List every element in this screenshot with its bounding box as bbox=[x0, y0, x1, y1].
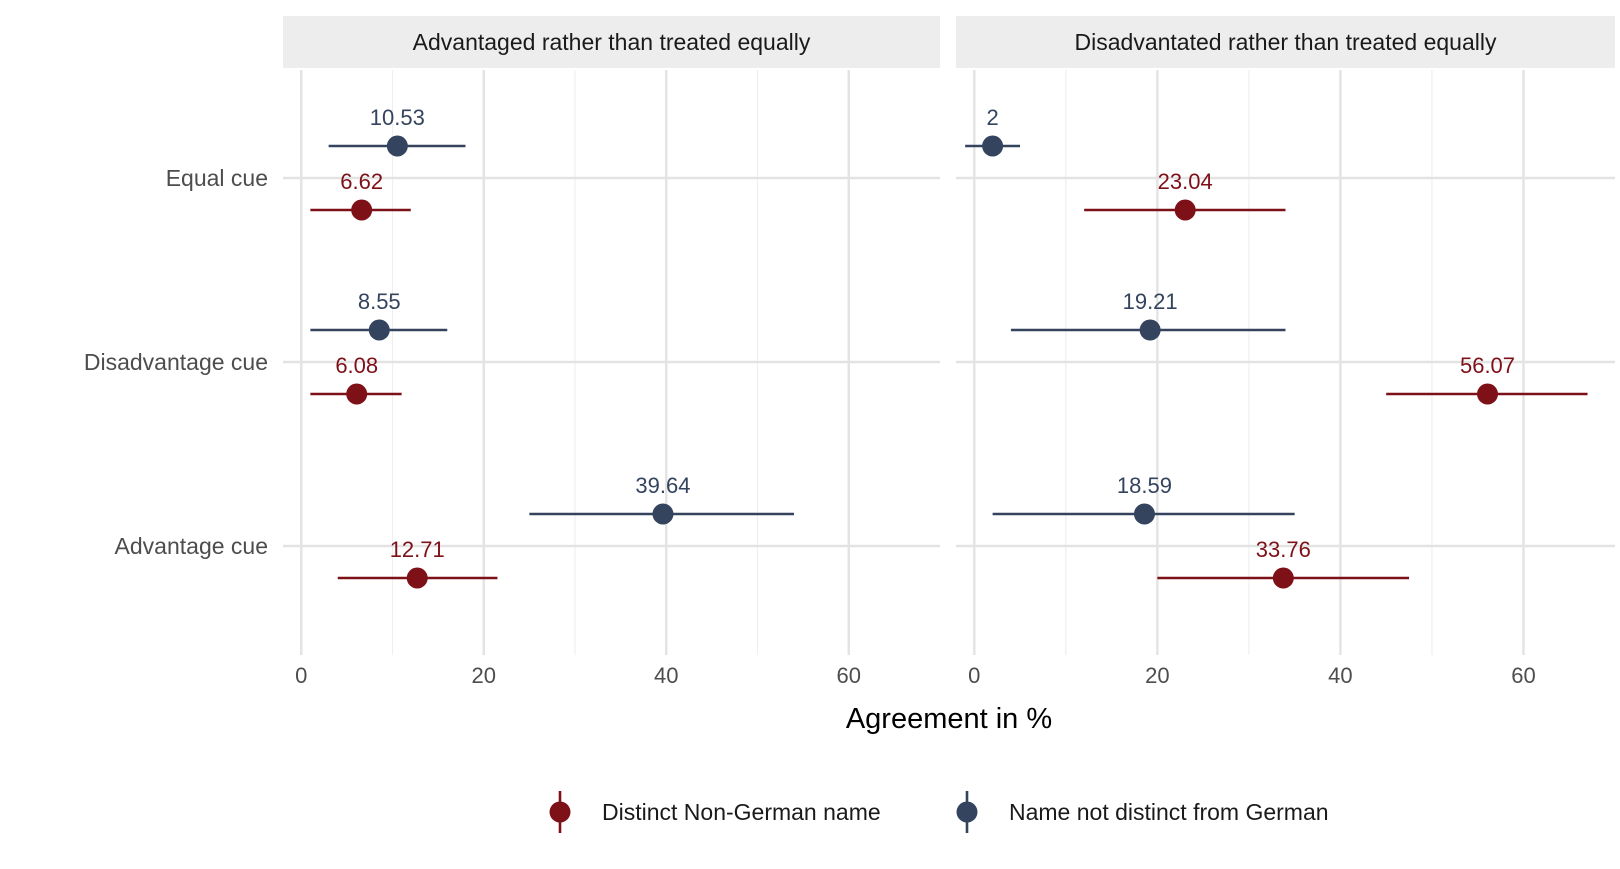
facet-title: Advantaged rather than treated equally bbox=[413, 29, 811, 55]
y-tick-label: Advantage cue bbox=[115, 533, 268, 559]
data-point bbox=[346, 383, 368, 405]
legend-key-point bbox=[956, 801, 978, 823]
x-tick-label: 0 bbox=[295, 663, 307, 688]
x-tick-label: 40 bbox=[654, 663, 678, 688]
x-tick-label: 60 bbox=[837, 663, 861, 688]
data-label: 18.59 bbox=[1117, 473, 1172, 498]
facet-strip bbox=[283, 16, 940, 68]
x-tick-label: 20 bbox=[472, 663, 496, 688]
data-label: 8.55 bbox=[358, 289, 401, 314]
data-point bbox=[351, 199, 373, 221]
data-point bbox=[1139, 319, 1161, 341]
x-tick-label: 0 bbox=[968, 663, 980, 688]
data-label: 2 bbox=[986, 105, 998, 130]
data-point bbox=[368, 319, 390, 341]
data-label: 6.62 bbox=[340, 169, 383, 194]
data-label: 10.53 bbox=[370, 105, 425, 130]
x-axis-title: Agreement in % bbox=[846, 703, 1052, 735]
legend-label: Name not distinct from German bbox=[1009, 799, 1329, 825]
data-point bbox=[652, 503, 674, 525]
data-point bbox=[1477, 383, 1499, 405]
data-label: 6.08 bbox=[335, 353, 378, 378]
legend-key-point bbox=[549, 801, 571, 823]
x-tick-label: 40 bbox=[1328, 663, 1352, 688]
facet-strip bbox=[956, 16, 1615, 68]
data-label: 23.04 bbox=[1158, 169, 1213, 194]
data-label: 39.64 bbox=[635, 473, 690, 498]
data-point bbox=[406, 567, 428, 589]
x-tick-label: 20 bbox=[1145, 663, 1169, 688]
data-label: 56.07 bbox=[1460, 353, 1515, 378]
y-tick-label: Equal cue bbox=[166, 165, 268, 191]
data-point bbox=[982, 135, 1004, 157]
data-point bbox=[386, 135, 408, 157]
data-label: 33.76 bbox=[1256, 537, 1311, 562]
data-point bbox=[1272, 567, 1294, 589]
x-tick-label: 60 bbox=[1511, 663, 1535, 688]
legend-label: Distinct Non-German name bbox=[602, 799, 881, 825]
data-point bbox=[1174, 199, 1196, 221]
data-point bbox=[1133, 503, 1155, 525]
data-label: 12.71 bbox=[390, 537, 445, 562]
facet-title: Disadvantated rather than treated equall… bbox=[1075, 29, 1497, 55]
data-label: 19.21 bbox=[1123, 289, 1178, 314]
y-tick-label: Disadvantage cue bbox=[84, 349, 268, 375]
